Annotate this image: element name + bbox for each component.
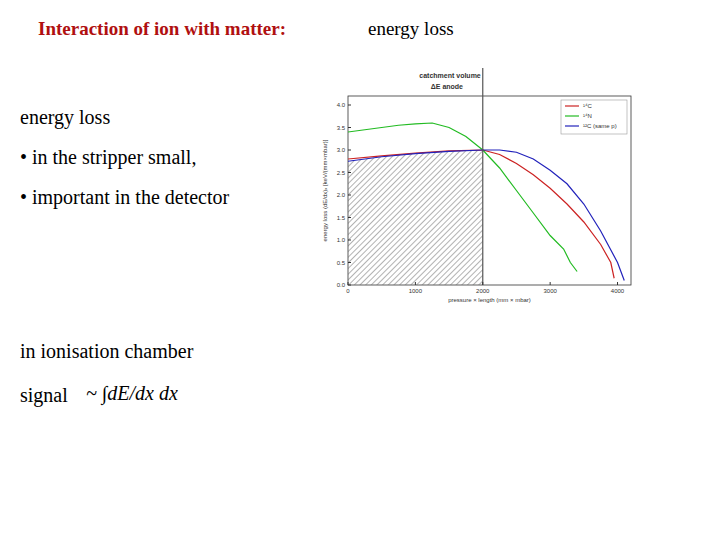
y-tick-label: 1.5	[337, 215, 346, 221]
x-tick-label: 2000	[476, 288, 490, 294]
plot-area	[348, 123, 624, 285]
y-tick	[348, 217, 351, 218]
y-tick	[348, 240, 351, 241]
y-tick-label: 3.0	[337, 147, 346, 153]
chart-title: catchment volume	[419, 72, 481, 79]
legend-label: ¹²C (same p)	[583, 123, 617, 129]
x-tick	[550, 282, 551, 285]
y-tick-label: 3.5	[337, 125, 346, 131]
x-tick-label: 4000	[611, 288, 625, 294]
catchment-hatch	[348, 150, 483, 285]
slide-title-suffix: energy loss	[368, 18, 454, 40]
y-tick	[348, 127, 351, 128]
x-tick	[482, 282, 483, 285]
y-tick	[348, 172, 351, 173]
y-tick-label: 2.5	[337, 170, 346, 176]
legend-swatch	[565, 125, 579, 126]
bullet: • in the stripper small,	[20, 146, 196, 169]
y-tick-label: 2.0	[337, 192, 346, 198]
y-tick-label: 0.5	[337, 260, 346, 266]
legend-swatch	[565, 115, 579, 116]
y-tick	[348, 285, 351, 286]
plot-frame	[348, 96, 631, 285]
series-line	[348, 123, 577, 272]
legend-label: ¹⁴N	[583, 113, 592, 119]
y-tick-label: 4.0	[337, 102, 346, 108]
y-tick-label: 0.0	[337, 282, 346, 288]
y-tick	[348, 105, 351, 106]
slide-title: Interaction of ion with matter:	[38, 18, 286, 40]
legend-box	[561, 100, 627, 134]
bullet: • important in the detector	[20, 186, 229, 209]
x-tick-label: 0	[346, 288, 350, 294]
series-line	[348, 150, 624, 281]
x-tick	[617, 282, 618, 285]
y-tick-label: 1.0	[337, 237, 346, 243]
legend-label: ¹⁴C	[583, 103, 593, 109]
x-tick	[415, 282, 416, 285]
signal-text: signal	[20, 384, 68, 407]
y-tick	[348, 262, 351, 263]
boundary-line	[482, 68, 483, 285]
y-tick	[348, 195, 351, 196]
heading: energy loss	[20, 106, 110, 129]
legend-swatch	[565, 105, 579, 106]
chamber-text: in ionisation chamber	[20, 340, 193, 363]
x-tick-label: 3000	[543, 288, 557, 294]
y-axis-label: energy loss (dE/dx)ₓ [keV/(mm×mbar)]	[322, 139, 328, 241]
x-tick-label: 1000	[409, 288, 423, 294]
chart-subtitle: ΔE anode	[431, 83, 463, 90]
series-line	[348, 150, 614, 278]
y-tick	[348, 150, 351, 151]
x-axis-label: pressure × length (mm × mbar)	[448, 297, 531, 303]
chart: 0 1000 2000 3000 4000 0.0 0.5 1.0 1.5 2.0 2.5 3.0 3.…	[318, 66, 648, 316]
formula: ~ ∫dE/dx dx	[86, 382, 178, 405]
